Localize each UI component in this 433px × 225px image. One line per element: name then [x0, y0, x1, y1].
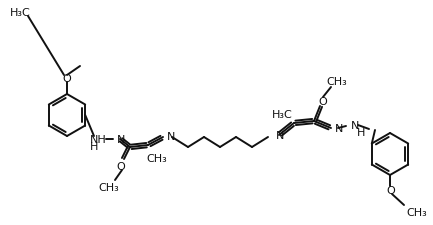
Text: NH: NH [90, 134, 107, 144]
Text: O: O [319, 97, 327, 106]
Text: H: H [357, 127, 365, 137]
Text: O: O [116, 161, 126, 171]
Text: H: H [90, 141, 98, 151]
Text: N: N [335, 124, 343, 133]
Text: H₃C: H₃C [271, 110, 292, 119]
Text: CH₃: CH₃ [406, 207, 427, 217]
Text: N: N [167, 131, 175, 141]
Text: N: N [351, 120, 359, 130]
Text: O: O [387, 185, 395, 195]
Text: CH₃: CH₃ [326, 77, 347, 87]
Text: O: O [63, 74, 71, 84]
Text: H₃C: H₃C [10, 8, 30, 18]
Text: CH₃: CH₃ [99, 182, 120, 192]
Text: N: N [276, 130, 284, 140]
Text: N: N [117, 134, 126, 144]
Text: CH₃: CH₃ [147, 153, 168, 163]
